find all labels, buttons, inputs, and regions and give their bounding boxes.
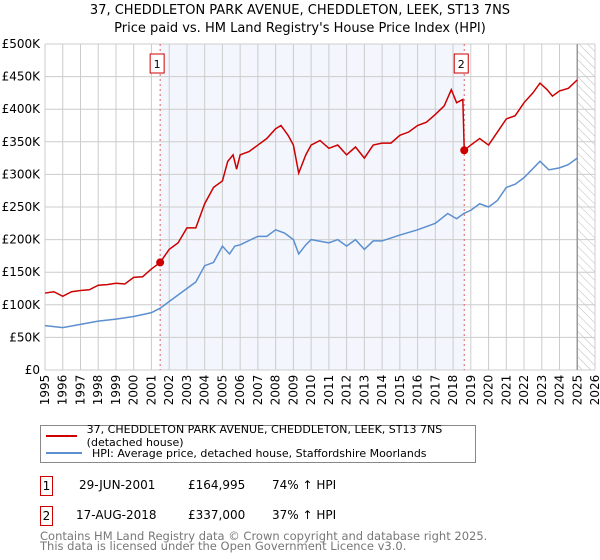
x-tick-label: 2013 — [357, 375, 371, 406]
y-tick-label: £450K — [2, 70, 42, 84]
y-tick-label: £300K — [2, 167, 42, 181]
y-tick-label: £100K — [2, 298, 42, 312]
legend: 37, CHEDDLETON PARK AVENUE, CHEDDLETON, … — [40, 423, 476, 463]
x-tick-label: 2016 — [411, 375, 425, 406]
legend-label: HPI: Average price, detached house, Staf… — [92, 446, 427, 460]
x-tick-label: 2023 — [535, 375, 549, 406]
chart-subtitle: Price paid vs. HM Land Registry's House … — [114, 21, 486, 36]
sale-marker-badge: 1 — [40, 476, 53, 496]
x-tick-label: 1996 — [56, 375, 70, 406]
x-tick-label: 2007 — [251, 375, 265, 406]
sale-marker-label: 2 — [458, 58, 465, 71]
x-tick-label: 2015 — [393, 375, 407, 406]
chart-title: 37, CHEDDLETON PARK AVENUE, CHEDDLETON, … — [89, 3, 511, 18]
x-tick-label: 1997 — [73, 375, 87, 406]
x-tick-label: 2001 — [144, 375, 158, 406]
x-tick-label: 2008 — [269, 375, 283, 406]
x-tick-label: 2011 — [322, 375, 336, 406]
x-tick-label: 2018 — [446, 375, 460, 406]
blue-line-swatch — [46, 452, 82, 454]
series-line — [44, 79, 578, 298]
x-tick-label: 2006 — [233, 375, 247, 406]
sale-marker-badge: 2 — [40, 506, 53, 526]
sale-marker-label: 1 — [154, 58, 161, 71]
x-tick-label: 2003 — [180, 375, 194, 406]
x-tick-label: 1995 — [38, 375, 52, 406]
x-tick-label: 2022 — [517, 375, 531, 406]
footer: Contains HM Land Registry data © Crown c… — [40, 529, 488, 553]
x-tick-label: 2014 — [375, 375, 389, 406]
x-tick-label: 2019 — [464, 375, 478, 406]
y-tick-label: £200K — [2, 233, 42, 247]
sale-marker-box — [453, 53, 469, 74]
sale-marker-box — [149, 53, 165, 74]
x-tick-label: 2017 — [428, 375, 442, 406]
x-tick-label: 2024 — [553, 375, 567, 406]
sale-point — [156, 258, 165, 267]
x-tick-label: 2026 — [588, 375, 600, 406]
sale-price: £337,000 — [188, 508, 246, 522]
x-tick-label: 2009 — [286, 375, 300, 406]
x-tick-label: 1999 — [109, 375, 123, 406]
y-tick-label: £50K — [9, 330, 41, 344]
x-tick-label: 2020 — [482, 375, 496, 406]
legend-item-property: 37, CHEDDLETON PARK AVENUE, CHEDDLETON, … — [41, 423, 475, 449]
footer-line: Contains HM Land Registry data © Crown c… — [40, 529, 488, 543]
x-tick-label: 2004 — [198, 375, 212, 406]
sale-date: 29-JUN-2001 — [79, 478, 156, 492]
series-line — [44, 157, 578, 329]
x-tick-label: 2010 — [304, 375, 318, 406]
y-tick-label: £350K — [2, 135, 42, 149]
y-tick-label: £250K — [2, 200, 42, 214]
x-tick-label: 2021 — [499, 375, 513, 406]
x-tick-label: 2025 — [570, 375, 584, 406]
legend-item-hpi: HPI: Average price, detached house, Staf… — [41, 445, 427, 461]
red-line-swatch — [46, 435, 77, 437]
y-tick-label: £500K — [2, 37, 42, 51]
x-tick-label: 2012 — [340, 375, 354, 406]
footer-line: This data is licensed under the Open Gov… — [40, 539, 407, 553]
sale-delta: 37% ↑ HPI — [272, 508, 337, 522]
x-tick-label: 2000 — [127, 375, 141, 406]
sale-point — [460, 146, 469, 155]
sale-price: £164,995 — [188, 478, 246, 492]
x-tick-label: 2005 — [215, 375, 229, 406]
legend-label: 37, CHEDDLETON PARK AVENUE, CHEDDLETON, … — [86, 423, 443, 449]
y-tick-label: £0 — [25, 363, 40, 377]
x-tick-label: 2002 — [162, 375, 176, 406]
sale-date: 17-AUG-2018 — [76, 508, 157, 522]
y-tick-label: £150K — [2, 265, 42, 279]
sale-delta: 74% ↑ HPI — [272, 478, 337, 492]
x-tick-label: 1998 — [91, 375, 105, 406]
y-tick-label: £400K — [2, 102, 42, 116]
price-chart: 1995 1996 1997 1998 1999 2000 2001 2002 2003 2004… — [2, 37, 600, 406]
